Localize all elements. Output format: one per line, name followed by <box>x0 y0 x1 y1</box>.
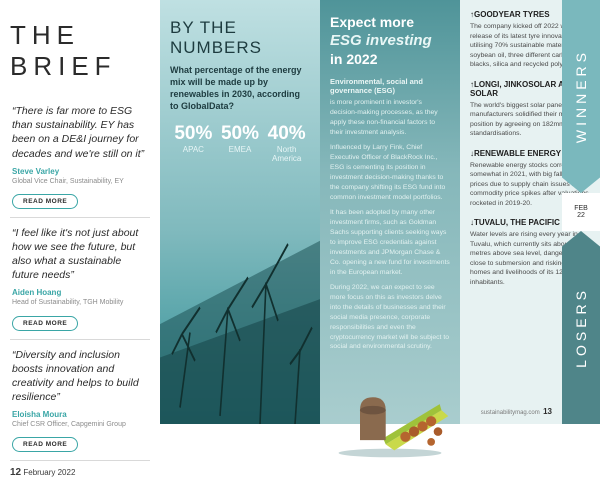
turbine-illustration <box>160 174 320 424</box>
esg-paragraph-0: is more prominent in investor's decision… <box>330 98 450 137</box>
losers-ribbon: LOSERS <box>562 231 600 424</box>
stat-apac: 50% APAC <box>170 123 217 164</box>
masthead-box: THE BRIEF <box>10 14 150 88</box>
losers-ribbon-text: LOSERS <box>573 287 589 368</box>
quote-block-0: “There is far more to ESG than sustainab… <box>10 96 150 218</box>
quote-text-2: “Diversity and inclusion boosts innovati… <box>12 348 148 405</box>
read-more-button-0[interactable]: READ MORE <box>12 194 78 209</box>
quote-text-1: “I feel like it's not just about how we … <box>12 226 148 283</box>
quote-role-2: Chief CSR Officer, Capgemini Group <box>12 420 148 429</box>
numbers-title: BY THE NUMBERS <box>170 18 310 58</box>
quote-role-1: Head of Sustainability, TGH Mobility <box>12 298 148 307</box>
stat-north-america: 40% North America <box>263 123 310 164</box>
numbers-panel: BY THE NUMBERS What percentage of the en… <box>160 0 320 424</box>
winners-ribbon: WINNERS <box>562 0 600 193</box>
esg-heading-line1: Expect more <box>330 14 450 30</box>
page-title: THE BRIEF <box>10 20 140 82</box>
stat-emea: 50% EMEA <box>217 123 264 164</box>
winners-ribbon-text: WINNERS <box>573 49 589 143</box>
esg-body-heading: Environmental, social and governance (ES… <box>330 77 450 95</box>
read-more-button-1[interactable]: READ MORE <box>12 316 78 331</box>
ribbon-overlay: WINNERS FEBFEB22 22 LOSERS <box>562 0 600 424</box>
quote-text-0: “There is far more to ESG than sustainab… <box>12 104 148 161</box>
quote-author-1: Aiden Hoang <box>12 288 148 297</box>
left-column: THE BRIEF “There is far more to ESG than… <box>0 0 160 424</box>
quote-role-0: Global Vice Chair, Sustainability, EY <box>12 177 148 186</box>
esg-paragraph-2: It has been adopted by many other invest… <box>330 208 450 277</box>
magazine-spread: THE BRIEF “There is far more to ESG than… <box>0 0 600 424</box>
feb-badge: FEBFEB22 22 <box>562 193 600 231</box>
esg-paragraph-1: Influenced by Larry Fink, Chief Executiv… <box>330 143 450 202</box>
esg-panel: Expect more ESG investing in 2022 Enviro… <box>320 0 460 424</box>
esg-heading-italic: ESG investing <box>330 32 450 49</box>
quote-author-2: Eloisha Moura <box>12 410 148 419</box>
esg-illustration <box>330 358 450 457</box>
stats-row: 50% APAC 50% EMEA 40% North America <box>170 123 310 164</box>
quote-block-2: “Diversity and inclusion boosts innovati… <box>10 340 150 462</box>
quote-author-0: Steve Varley <box>12 167 148 176</box>
page-footer-left: 12 February 2022 <box>10 461 150 478</box>
numbers-subtitle: What percentage of the energy mix will b… <box>170 64 310 113</box>
read-more-button-2[interactable]: READ MORE <box>12 437 78 452</box>
esg-heading-line2: in 2022 <box>330 51 450 67</box>
esg-paragraph-3: During 2022, we can expect to see more f… <box>330 283 450 352</box>
quote-block-1: “I feel like it's not just about how we … <box>10 218 150 340</box>
